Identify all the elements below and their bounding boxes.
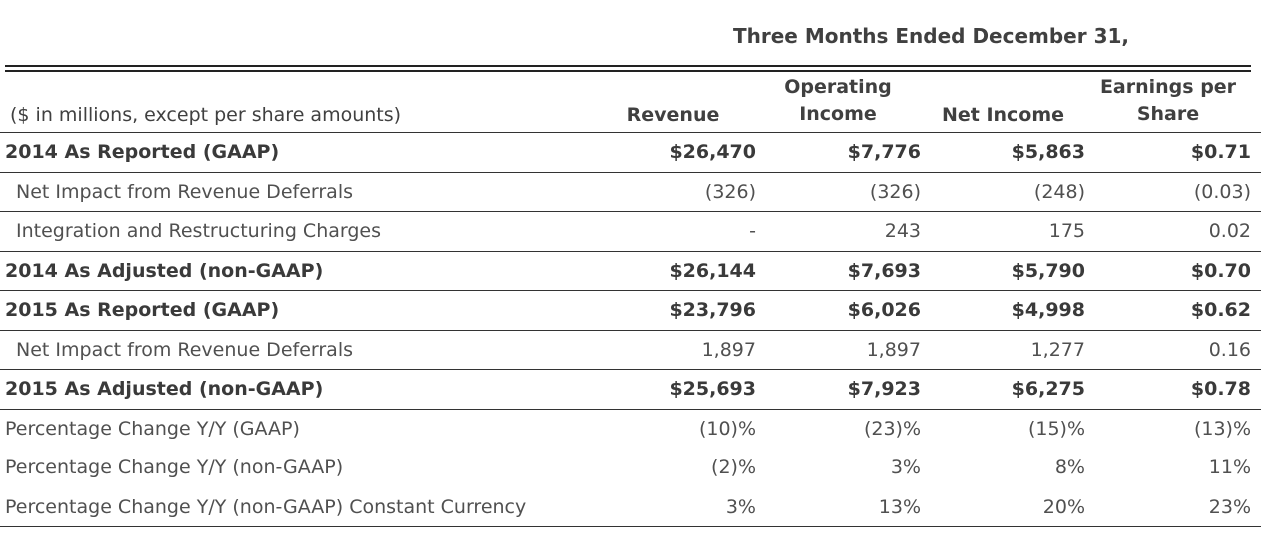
table-row: 2014 As Reported (GAAP) $26,470 $7,776 $… — [0, 132, 1261, 172]
revenue-cell: (326) — [704, 180, 756, 203]
revenue-cell: (2)% — [711, 456, 756, 478]
financial-table: 2014 As Reported (GAAP) $26,470 $7,776 $… — [0, 132, 1261, 527]
revenue-cell: 1,897 — [701, 338, 756, 361]
table-row: 2014 As Adjusted (non-GAAP) $26,144 $7,6… — [0, 250, 1261, 291]
net-income-cell: 20% — [1042, 495, 1085, 518]
revenue-cell: $23,796 — [669, 299, 756, 321]
revenue-cell: $25,693 — [669, 378, 756, 400]
revenue-cell: (10)% — [698, 417, 756, 440]
eps-cell: $0.62 — [1190, 299, 1251, 321]
operating-income-cell: (326) — [869, 180, 921, 203]
net-income-cell: (15)% — [1027, 417, 1085, 440]
operating-income-cell: $7,693 — [847, 259, 921, 282]
row-label: 2015 As Reported (GAAP) — [5, 299, 280, 321]
operating-income-cell: $7,923 — [847, 378, 921, 400]
revenue-cell: $26,144 — [669, 259, 756, 282]
net-income-cell: $6,275 — [1011, 378, 1085, 400]
operating-income-cell: 1,897 — [866, 338, 921, 361]
row-label: Percentage Change Y/Y (non-GAAP) — [5, 456, 344, 478]
table-row: Integration and Restructuring Charges - … — [0, 211, 1261, 251]
revenue-cell: $26,470 — [669, 141, 756, 163]
column-header-operating-income: Operating Income — [784, 76, 892, 125]
net-income-cell: 8% — [1054, 456, 1085, 478]
operating-income-cell: 3% — [890, 456, 921, 478]
revenue-cell: - — [749, 220, 756, 242]
units-label: ($ in millions, except per share amounts… — [10, 104, 402, 126]
row-label: Percentage Change Y/Y (GAAP) — [5, 417, 300, 440]
net-income-cell: $4,998 — [1011, 299, 1085, 321]
operating-income-cell: $7,776 — [847, 141, 921, 163]
net-income-cell: (248) — [1033, 180, 1085, 203]
eps-cell: $0.71 — [1190, 141, 1251, 163]
eps-cell: $0.70 — [1190, 259, 1251, 282]
row-label: Net Impact from Revenue Deferrals — [16, 338, 353, 361]
row-label: 2014 As Reported (GAAP) — [5, 141, 280, 163]
revenue-cell: 3% — [725, 495, 756, 518]
column-header-revenue: Revenue — [626, 104, 720, 126]
row-label: Percentage Change Y/Y (non-GAAP) Constan… — [5, 495, 527, 518]
eps-cell: 23% — [1208, 495, 1251, 518]
net-income-cell: 175 — [1048, 220, 1085, 242]
operating-income-cell: 243 — [884, 220, 921, 242]
net-income-cell: $5,863 — [1011, 141, 1085, 163]
table-row: Percentage Change Y/Y (non-GAAP) (2)% 3%… — [0, 448, 1261, 488]
eps-cell: (0.03) — [1193, 180, 1251, 203]
net-income-cell: $5,790 — [1011, 259, 1085, 282]
row-label: 2014 As Adjusted (non-GAAP) — [5, 259, 324, 282]
row-label: 2015 As Adjusted (non-GAAP) — [5, 378, 324, 400]
row-label: Net Impact from Revenue Deferrals — [16, 180, 353, 203]
table-row: 2015 As Adjusted (non-GAAP) $25,693 $7,9… — [0, 369, 1261, 409]
row-label: Integration and Restructuring Charges — [16, 220, 382, 242]
table-row: Percentage Change Y/Y (non-GAAP) Constan… — [0, 488, 1261, 527]
table-row: Percentage Change Y/Y (GAAP) (10)% (23)%… — [0, 408, 1261, 449]
eps-cell: $0.78 — [1190, 378, 1251, 400]
operating-income-cell: 13% — [878, 495, 921, 518]
eps-cell: 0.16 — [1208, 338, 1251, 361]
operating-income-cell: $6,026 — [847, 299, 921, 321]
table-row: Net Impact from Revenue Deferrals 1,897 … — [0, 329, 1261, 370]
header-rule-top — [5, 65, 1251, 67]
period-title: Three Months Ended December 31, — [733, 24, 1130, 48]
eps-cell: (13)% — [1193, 417, 1251, 440]
operating-income-cell: (23)% — [863, 417, 921, 440]
table-row: Net Impact from Revenue Deferrals (326) … — [0, 171, 1261, 212]
column-header-net-income: Net Income — [941, 104, 1065, 126]
table-row: 2015 As Reported (GAAP) $23,796 $6,026 $… — [0, 290, 1261, 330]
net-income-cell: 1,277 — [1030, 338, 1085, 361]
column-header-eps: Earnings per Share — [1099, 76, 1237, 125]
eps-cell: 11% — [1208, 456, 1251, 478]
header-rule-bottom — [5, 70, 1251, 72]
eps-cell: 0.02 — [1208, 220, 1251, 242]
